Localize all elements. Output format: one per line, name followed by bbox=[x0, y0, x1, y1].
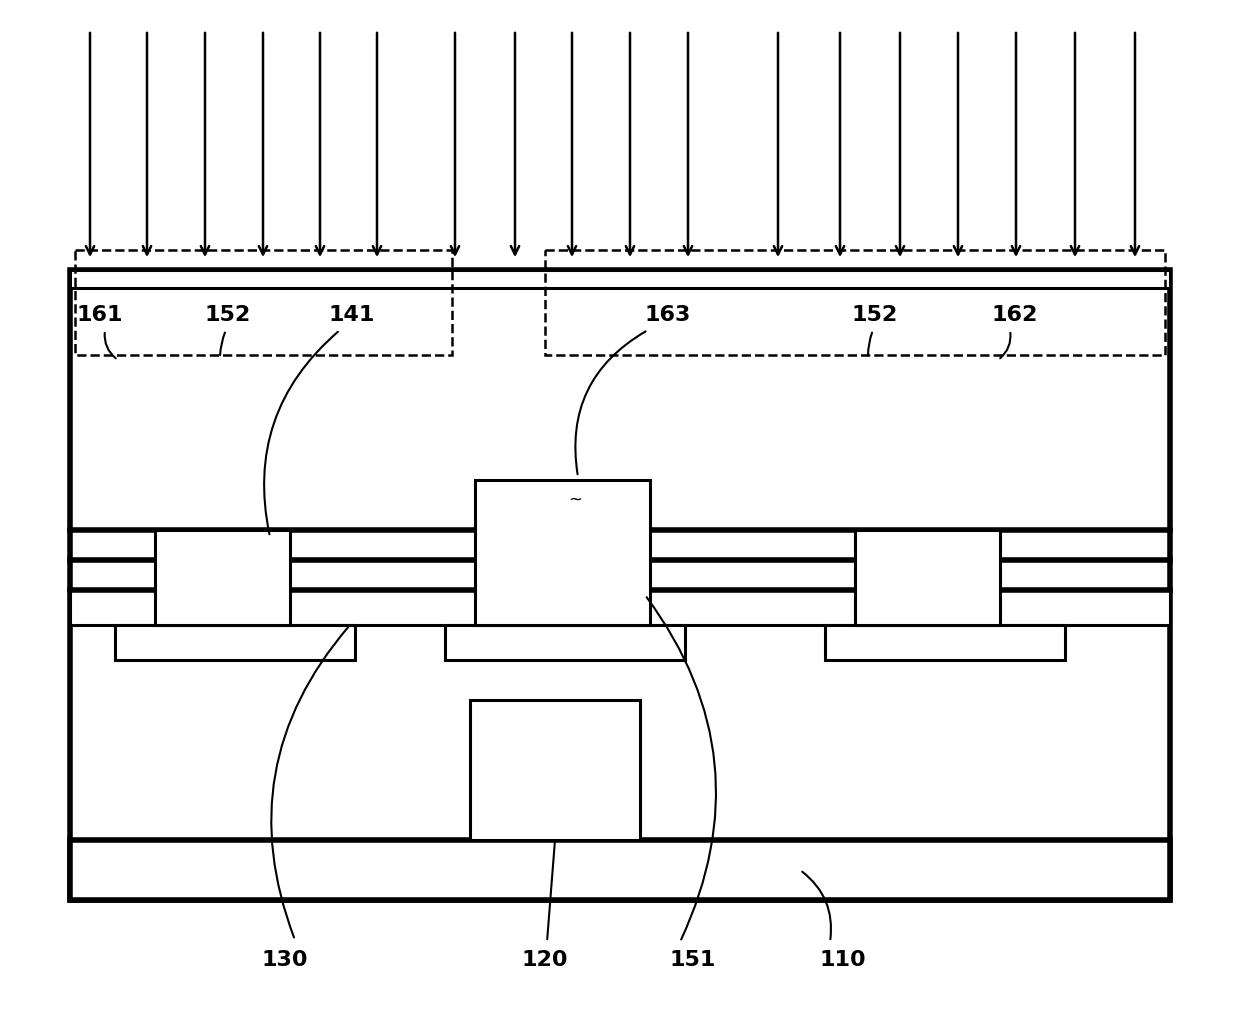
Text: 151: 151 bbox=[670, 950, 717, 970]
Bar bbox=[546, 250, 1166, 355]
Bar bbox=[825, 625, 1065, 660]
Bar bbox=[74, 250, 453, 355]
Bar bbox=[445, 625, 684, 660]
Bar bbox=[155, 530, 290, 625]
Bar bbox=[470, 700, 640, 840]
Text: ~: ~ bbox=[568, 491, 582, 509]
Text: 162: 162 bbox=[992, 305, 1038, 325]
Bar bbox=[475, 480, 650, 625]
Text: 120: 120 bbox=[522, 950, 568, 970]
Text: 141: 141 bbox=[329, 305, 376, 325]
Text: 161: 161 bbox=[77, 305, 123, 325]
Text: 130: 130 bbox=[262, 950, 309, 970]
Bar bbox=[69, 270, 1171, 900]
Text: 152: 152 bbox=[205, 305, 252, 325]
Bar bbox=[69, 270, 1171, 288]
Bar bbox=[69, 590, 1171, 625]
Text: 152: 152 bbox=[852, 305, 898, 325]
Bar bbox=[856, 530, 999, 625]
Text: 163: 163 bbox=[645, 305, 691, 325]
Text: 110: 110 bbox=[820, 950, 867, 970]
Bar bbox=[69, 840, 1171, 900]
Bar bbox=[115, 625, 355, 660]
